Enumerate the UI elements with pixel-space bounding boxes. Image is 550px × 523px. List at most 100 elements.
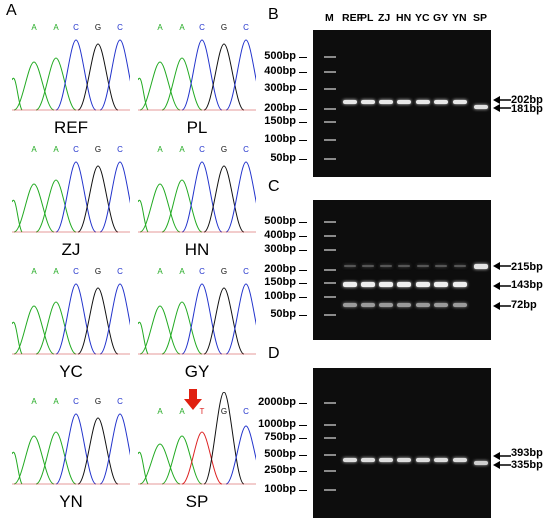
mutation-arrow-icon	[184, 389, 202, 410]
gel-band	[398, 265, 410, 267]
sample-name-yc: YC	[59, 362, 83, 381]
sample-name-zj: ZJ	[61, 240, 81, 259]
base-call-letter: G	[221, 407, 227, 416]
ladder-band	[324, 121, 336, 123]
gel-band	[379, 303, 393, 307]
trace-peak	[77, 417, 119, 485]
panel-label-d: D	[268, 345, 280, 362]
trace-peak	[161, 435, 203, 485]
lane-label: REF	[342, 12, 363, 24]
ladder-band	[324, 108, 336, 110]
gel-band	[453, 100, 467, 104]
trace-peak	[139, 183, 181, 233]
base-call-letter: C	[243, 407, 249, 416]
band-arrow-icon	[493, 262, 511, 270]
marker-size-label: 50bp	[270, 308, 296, 320]
band-arrow-icon	[493, 461, 511, 469]
gel-band	[397, 458, 411, 462]
gel-band	[453, 303, 467, 307]
trace-peak	[203, 287, 245, 355]
base-call-letter: A	[53, 397, 59, 406]
trace-peak	[99, 413, 130, 485]
trace-peak	[181, 39, 223, 111]
marker-size-label: 500bp	[264, 50, 296, 62]
marker-tick	[299, 425, 307, 426]
base-call-letter: C	[117, 145, 123, 154]
band-size-label: 143bp	[511, 279, 543, 291]
gel-band	[380, 265, 392, 267]
band-arrow-icon	[493, 96, 511, 104]
gel-band	[343, 303, 357, 307]
trace-peak	[77, 165, 119, 233]
band-size-label: 202bp	[511, 94, 543, 106]
band-arrow-icon	[493, 104, 511, 112]
gel-band	[434, 458, 448, 462]
ladder-band	[324, 437, 336, 439]
trace-peak	[181, 431, 223, 485]
trace-peak	[13, 61, 55, 111]
marker-size-label: 50bp	[270, 152, 296, 164]
base-call-letter: A	[31, 397, 37, 406]
trace-peak	[203, 43, 245, 111]
trace-peak	[99, 161, 130, 233]
band-size-label: 215bp	[511, 261, 543, 273]
ladder-band	[324, 296, 336, 298]
base-call-letter: A	[157, 407, 163, 416]
ladder-band	[324, 139, 336, 141]
gel-band	[343, 100, 357, 104]
marker-size-label: 500bp	[264, 215, 296, 227]
base-call-letter: A	[179, 407, 185, 416]
marker-size-label: 300bp	[264, 82, 296, 94]
base-call-letter: A	[31, 145, 37, 154]
lane-label: SP	[473, 12, 488, 24]
gel-panel-d	[313, 368, 491, 518]
sample-name-pl: PL	[186, 118, 208, 137]
trace-peak	[99, 283, 130, 355]
gel-band	[435, 265, 447, 267]
base-call-letter: G	[221, 145, 227, 154]
marker-tick	[299, 438, 307, 439]
ladder-band	[324, 221, 336, 223]
sample-name-yn: YN	[59, 492, 83, 511]
trace-peak	[203, 392, 245, 485]
base-call-letter: C	[243, 23, 249, 32]
base-call-letter: A	[179, 267, 185, 276]
panel-label-a: A	[6, 2, 17, 19]
marker-size-label: 100bp	[264, 290, 296, 302]
trace-peak	[35, 57, 77, 111]
gel-band	[416, 458, 430, 462]
trace-peak	[77, 287, 119, 355]
gel-band	[361, 281, 375, 287]
marker-tick	[299, 270, 307, 271]
gel-band	[361, 100, 375, 104]
lane-label: M	[325, 12, 334, 24]
panel-label-c: C	[268, 178, 280, 195]
base-call-letter: G	[95, 23, 101, 32]
gel-band	[397, 100, 411, 104]
trace-peak	[181, 161, 223, 233]
gel-band	[379, 458, 393, 462]
gel-band	[417, 265, 429, 267]
base-call-letter: A	[157, 23, 163, 32]
gel-band	[474, 263, 488, 269]
ladder-band	[324, 269, 336, 271]
ladder-band	[324, 470, 336, 472]
base-call-letter: A	[157, 267, 163, 276]
base-call-letter: C	[117, 267, 123, 276]
trace-peak	[77, 43, 119, 111]
trace-peak	[225, 39, 256, 111]
gel-band	[416, 100, 430, 104]
marker-tick	[299, 159, 307, 160]
base-call-letter: G	[221, 23, 227, 32]
marker-size-label: 100bp	[264, 133, 296, 145]
marker-size-label: 150bp	[264, 115, 296, 127]
panel-label-b: B	[268, 6, 279, 23]
gel-band	[416, 281, 430, 287]
gel-band	[397, 303, 411, 307]
base-call-letter: A	[53, 145, 59, 154]
base-call-letter: C	[73, 145, 79, 154]
gel-band	[343, 458, 357, 462]
marker-tick	[299, 222, 307, 223]
